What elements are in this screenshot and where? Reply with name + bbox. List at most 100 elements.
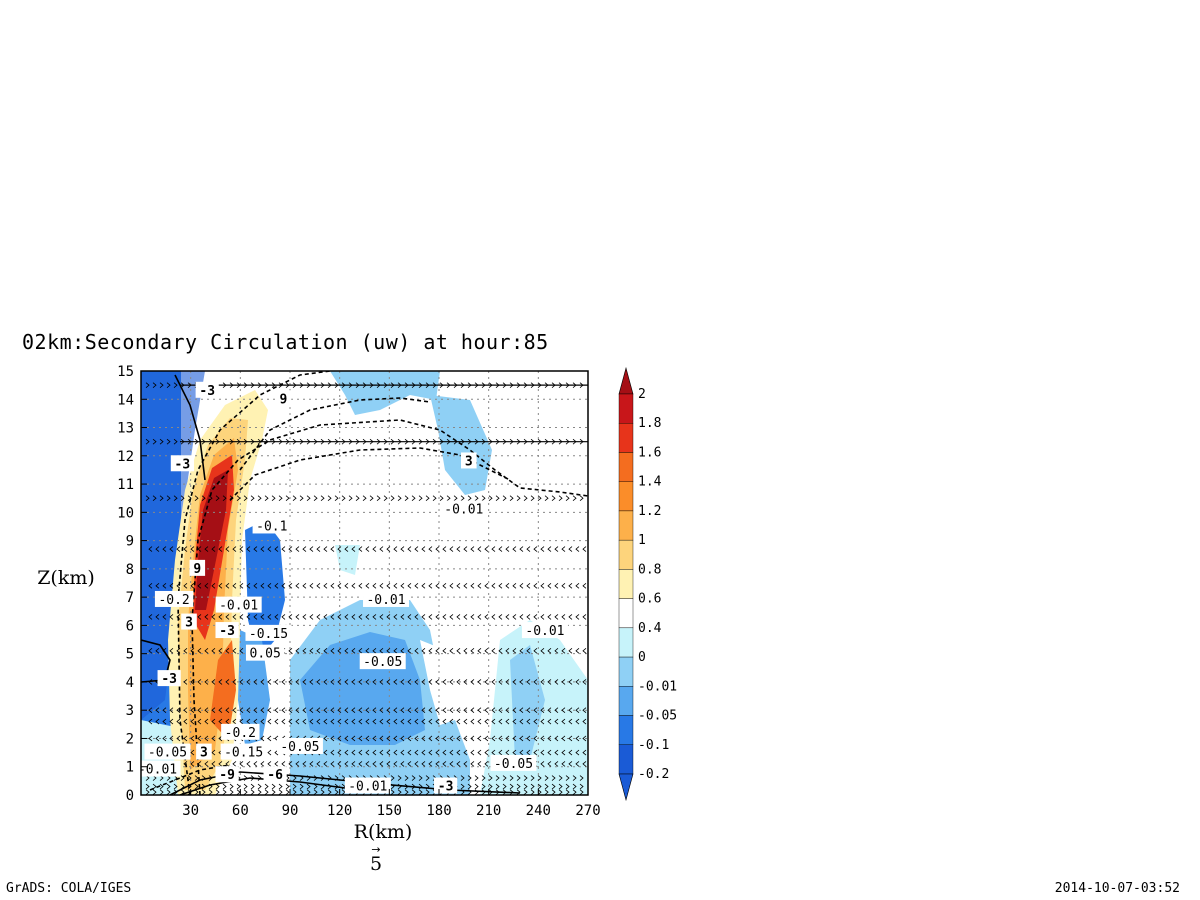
contour-label-23: -9 <box>215 766 239 783</box>
colorbar-cell-8 <box>618 627 634 658</box>
y-tick-label-11: 11 <box>117 477 134 493</box>
colorbar-cell-11 <box>618 715 634 745</box>
colorbar-top-triangle <box>618 366 634 395</box>
colorbar-cell-10 <box>618 686 634 716</box>
colorbar-label-4: 1.2 <box>638 504 661 519</box>
svg-text:-0.15: -0.15 <box>249 627 288 642</box>
contour-label-1: 9 <box>275 390 292 407</box>
shade-updraft-low <box>210 640 236 740</box>
contour-label-5: -0.1 <box>252 517 291 534</box>
plot-frame <box>140 370 589 796</box>
shade-outflow-3 <box>335 545 360 575</box>
contour-label-26: -3 <box>434 777 458 795</box>
contour-dashed-top <box>239 397 431 471</box>
contour-label-7: -0.2 <box>154 590 194 608</box>
y-tick-label-7: 7 <box>126 590 134 606</box>
colorbar-cell-1 <box>618 423 634 453</box>
y-tick-label-5: 5 <box>126 647 134 663</box>
contour-label-11: -3 <box>215 622 239 639</box>
contour-label-14: 0.05 <box>245 644 285 662</box>
colorbar-label-5: 1 <box>638 533 646 548</box>
svg-text:0.05: 0.05 <box>250 647 281 662</box>
svg-text:-3: -3 <box>175 457 191 472</box>
x-tick-label-2: 90 <box>282 803 299 819</box>
vector-row-11 <box>148 583 587 589</box>
svg-text:-0.01: -0.01 <box>348 780 387 795</box>
contour-label-9: -0.01 <box>363 590 410 608</box>
footer-left: GrADS: COLA/IGES <box>6 881 132 896</box>
colorbar-cell-6 <box>618 569 634 599</box>
x-tick-label-6: 210 <box>476 803 501 819</box>
colorbar-label-7: 0.6 <box>638 592 661 607</box>
contour-label-2: -3 <box>170 455 194 472</box>
svg-text:9: 9 <box>193 562 201 577</box>
colorbar-cell-3 <box>618 481 634 512</box>
shade-outflow-1 <box>330 371 440 415</box>
y-tick-label-14: 14 <box>117 392 134 408</box>
y-tick-label-8: 8 <box>126 562 134 578</box>
svg-text:-0.05: -0.05 <box>494 757 533 772</box>
colorbar-cell-4 <box>618 510 634 541</box>
contour-labels: -3 9 -3 3 -0.01 -0.1 9 -0.2 -0.01 -0.01 3 -3 -0.15 -0… <box>138 381 568 795</box>
contour-label-15: -0.05 <box>359 653 406 670</box>
x-tick-label-4: 150 <box>377 803 402 819</box>
contour-label-12: -0.15 <box>245 624 292 642</box>
contour-label-17: -0.2 <box>221 723 260 741</box>
svg-text:-0.2: -0.2 <box>158 593 189 608</box>
x-tick-label-5: 180 <box>426 803 451 819</box>
vector-row-15 <box>145 382 588 388</box>
svg-text:-0.05: -0.05 <box>280 740 319 755</box>
contour-label-6: 9 <box>189 559 206 577</box>
vector-row-6 <box>148 718 587 725</box>
vector-row-13 <box>145 495 584 502</box>
x-tick-label-8: 270 <box>575 803 600 819</box>
svg-text:9: 9 <box>279 392 287 407</box>
contour-label-16: -3 <box>157 670 181 687</box>
svg-text:-0.01: -0.01 <box>138 763 177 778</box>
svg-text:-0.01: -0.01 <box>366 593 405 608</box>
colorbar-label-12: -0.1 <box>638 738 669 753</box>
vector-ref-label: 5 <box>370 853 382 875</box>
colorbar-cell-7 <box>618 598 634 629</box>
vector-ref-arrow: → <box>371 843 380 856</box>
contour-low-2 <box>179 777 361 795</box>
y-tick-label-12: 12 <box>117 449 134 465</box>
colorbar-cell-12 <box>618 744 634 775</box>
vector-row-10 <box>148 614 587 620</box>
svg-text:-0.15: -0.15 <box>224 746 263 761</box>
contour-label-4: -0.01 <box>440 500 487 518</box>
y-tick-label-0: 0 <box>126 788 134 804</box>
colorbar-label-1: 1.8 <box>638 416 661 431</box>
svg-text:-0.1: -0.1 <box>256 519 287 534</box>
vector-reference: → 5 <box>370 843 382 875</box>
colorbar-bottom-triangle <box>618 773 634 802</box>
contour-label-21: -0.05 <box>276 737 323 755</box>
svg-text:-0.01: -0.01 <box>219 599 258 614</box>
svg-text:-3: -3 <box>219 624 235 639</box>
y-tick-label-13: 13 <box>117 421 134 437</box>
colorbar-cell-2 <box>618 452 634 482</box>
vector-row-12 <box>148 546 587 552</box>
contour-label-25: -0.01 <box>344 777 391 795</box>
svg-text:-0.05: -0.05 <box>363 655 402 670</box>
colorbar-label-8: 0.4 <box>638 621 662 636</box>
shade-lower-right2 <box>510 645 545 760</box>
x-tick-label-1: 60 <box>232 803 249 819</box>
colorbar-label-11: -0.05 <box>638 709 677 724</box>
svg-text:-0.01: -0.01 <box>525 624 564 639</box>
svg-text:3: 3 <box>200 746 208 761</box>
x-axis-ticks: 30 60 90 120 150 180 210 240 270 <box>182 789 601 819</box>
svg-text:-9: -9 <box>219 768 235 783</box>
colorbar-cell-9 <box>618 656 634 687</box>
colorbar-label-6: 0.8 <box>638 562 661 577</box>
svg-text:3: 3 <box>465 454 473 469</box>
svg-text:3: 3 <box>185 616 193 631</box>
contour-label-8: -0.01 <box>215 596 262 614</box>
colorbar-label-10: -0.01 <box>638 679 677 694</box>
y-tick-label-9: 9 <box>126 534 134 550</box>
contour-label-27: -0.05 <box>490 754 537 772</box>
contour-label-22: -0.01 <box>138 760 181 778</box>
colorbar-cell-0 <box>618 393 634 424</box>
contour-label-20: -0.15 <box>220 743 267 761</box>
